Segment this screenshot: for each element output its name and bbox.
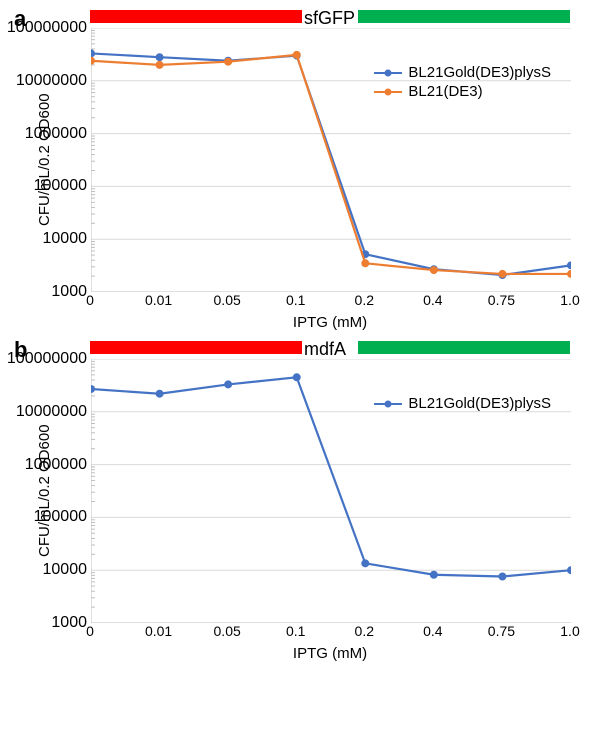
- y-tick-label: 100000: [34, 508, 87, 526]
- legend-label: BL21(DE3): [408, 83, 482, 100]
- x-tick-label: 0: [86, 623, 94, 639]
- header-bars: mdfA: [90, 341, 570, 357]
- x-tick-labels: 00.010.050.10.20.40.751.0: [90, 623, 570, 641]
- y-tick-label: 1000000: [25, 125, 87, 143]
- series-marker: [568, 270, 572, 277]
- header-bar-red: [90, 341, 302, 354]
- x-tick-label: 0.01: [145, 623, 172, 639]
- series-marker: [362, 260, 369, 267]
- x-tick-label: 0: [86, 292, 94, 308]
- header-bar-green: [358, 10, 570, 23]
- legend-item: BL21(DE3): [374, 83, 551, 100]
- y-tick-label: 1000: [51, 614, 87, 632]
- plot-area: BL21Gold(DE3)plysS BL21(DE3): [91, 28, 571, 292]
- x-tick-label: 1.0: [560, 292, 579, 308]
- x-tick-label: 0.75: [488, 623, 515, 639]
- x-tick-label: 0.1: [286, 623, 305, 639]
- y-tick-label: 100000: [34, 177, 87, 195]
- series-marker: [91, 57, 95, 64]
- series-marker: [225, 58, 232, 65]
- y-tick-label: 1000000: [25, 456, 87, 474]
- header-bar-red: [90, 10, 302, 23]
- header-label: mdfA: [304, 339, 346, 360]
- x-tick-label: 0.01: [145, 292, 172, 308]
- series-marker: [568, 262, 572, 269]
- y-tick-label: 100000000: [7, 19, 87, 37]
- legend-label: BL21Gold(DE3)plysS: [408, 395, 551, 412]
- chart-wrap: sfGFPCFU/mL/0.2 OD6001000100001000001000…: [34, 10, 587, 331]
- series-marker: [499, 270, 506, 277]
- x-tick-label: 0.2: [355, 292, 374, 308]
- series-marker: [156, 54, 163, 61]
- series-marker: [568, 567, 572, 574]
- x-tick-label: 0.1: [286, 292, 305, 308]
- x-tick-label: 1.0: [560, 623, 579, 639]
- header-bars: sfGFP: [90, 10, 570, 26]
- x-tick-labels: 00.010.050.10.20.40.751.0: [90, 292, 570, 310]
- y-tick-label: 100000000: [7, 350, 87, 368]
- y-tick-label: 10000: [43, 230, 88, 248]
- chart-wrap: mdfACFU/mL/0.2 OD60010001000010000010000…: [34, 341, 587, 662]
- plot-outer: CFU/mL/0.2 OD600100010000100000100000010…: [34, 359, 587, 623]
- header-bar-green: [358, 341, 570, 354]
- series-marker: [499, 573, 506, 580]
- series-marker: [91, 386, 95, 393]
- legend-label: BL21Gold(DE3)plysS: [408, 64, 551, 81]
- y-tick-labels: 100010000100000100000010000000100000000: [53, 28, 91, 292]
- x-tick-label: 0.4: [423, 623, 442, 639]
- legend-item: BL21Gold(DE3)plysS: [374, 64, 551, 81]
- plot-outer: CFU/mL/0.2 OD600100010000100000100000010…: [34, 28, 587, 292]
- chart-panel: bmdfACFU/mL/0.2 OD6001000100001000001000…: [10, 341, 587, 662]
- y-axis-label: CFU/mL/0.2 OD600: [34, 28, 53, 292]
- y-axis-label: CFU/mL/0.2 OD600: [34, 359, 53, 623]
- y-tick-label: 10000000: [16, 72, 87, 90]
- header-label: sfGFP: [304, 8, 355, 29]
- y-tick-label: 1000: [51, 283, 87, 301]
- x-tick-label: 0.4: [423, 292, 442, 308]
- y-tick-label: 10000000: [16, 403, 87, 421]
- series-marker: [430, 267, 437, 274]
- series-marker: [362, 560, 369, 567]
- legend: BL21Gold(DE3)plysS BL21(DE3): [374, 64, 551, 102]
- x-tick-label: 0.05: [214, 292, 241, 308]
- y-tick-labels: 100010000100000100000010000000100000000: [53, 359, 91, 623]
- series-marker: [156, 390, 163, 397]
- legend-item: BL21Gold(DE3)plysS: [374, 395, 551, 412]
- x-tick-label: 0.2: [355, 623, 374, 639]
- x-tick-label: 0.75: [488, 292, 515, 308]
- plot-area: BL21Gold(DE3)plysS: [91, 359, 571, 623]
- series-marker: [293, 51, 300, 58]
- series-marker: [430, 571, 437, 578]
- x-tick-label: 0.05: [214, 623, 241, 639]
- series-marker: [156, 61, 163, 68]
- legend: BL21Gold(DE3)plysS: [374, 395, 551, 414]
- series-marker: [225, 381, 232, 388]
- chart-panel: asfGFPCFU/mL/0.2 OD600100010000100000100…: [10, 10, 587, 331]
- x-axis-label: IPTG (mM): [90, 645, 570, 662]
- y-tick-label: 10000: [43, 561, 88, 579]
- x-axis-label: IPTG (mM): [90, 314, 570, 331]
- series-marker: [293, 374, 300, 381]
- series-marker: [91, 50, 95, 57]
